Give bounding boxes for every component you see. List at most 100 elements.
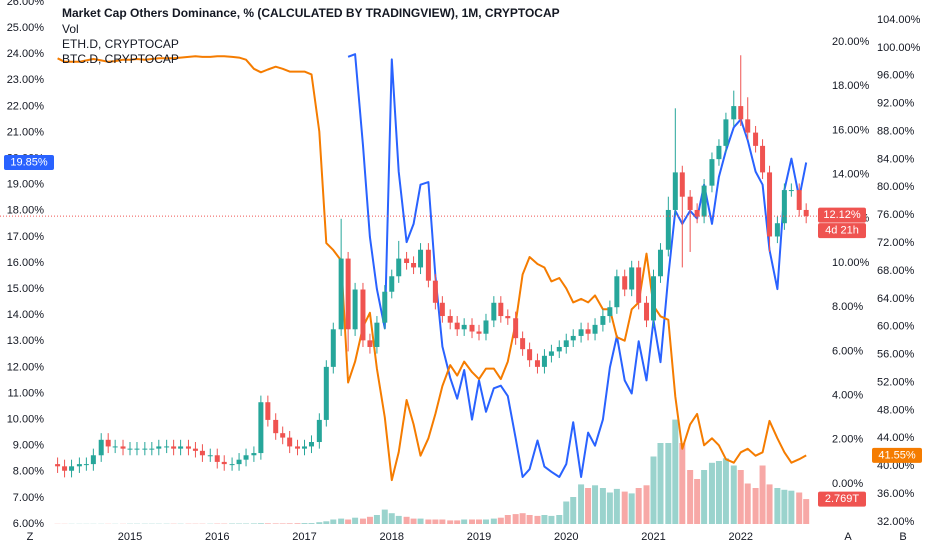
volume-bar xyxy=(395,515,402,524)
volume-bar xyxy=(381,509,388,524)
x-tick-label: 2015 xyxy=(118,531,142,543)
candle-body xyxy=(243,455,249,460)
footer-button[interactable]: A xyxy=(844,531,852,543)
line-layer xyxy=(57,53,808,482)
candle-body xyxy=(273,419,279,434)
y3-tick-label: 40.00% xyxy=(877,460,915,472)
y3-tick-label: 36.00% xyxy=(877,488,915,500)
candle-body xyxy=(701,185,707,217)
candle-body xyxy=(672,172,678,210)
line-series xyxy=(57,55,807,482)
y2-tick-label: 0.00% xyxy=(832,478,863,490)
candle-body xyxy=(687,196,693,210)
y2-tick-label: 10.00% xyxy=(832,257,870,269)
volume-bar xyxy=(482,519,489,524)
candle-body xyxy=(622,276,628,290)
y2-tick-label: 6.00% xyxy=(832,345,863,357)
volume-bar xyxy=(316,522,323,524)
x-tick-label: 2020 xyxy=(554,531,578,543)
y3-tick-label: 88.00% xyxy=(877,125,915,137)
candle-body xyxy=(614,276,620,308)
candle-body xyxy=(323,366,329,420)
volume-bar xyxy=(665,443,672,524)
candle-body xyxy=(679,172,685,197)
candle-body xyxy=(90,455,96,465)
candle-body xyxy=(469,324,475,332)
y-tick-label: 22.00% xyxy=(7,100,45,112)
candle-body xyxy=(382,291,388,323)
legend-entry: Vol xyxy=(62,22,79,36)
volume-bar xyxy=(694,479,701,524)
volume-bar xyxy=(534,515,541,524)
candle-body xyxy=(425,249,431,281)
volume-bar xyxy=(497,517,504,524)
y-tick-label: 12.00% xyxy=(7,361,45,373)
candle-body xyxy=(83,464,89,466)
line-series xyxy=(347,53,808,478)
candle-body xyxy=(374,322,380,347)
candle-body xyxy=(694,209,700,217)
candle-body xyxy=(164,446,170,448)
footer-button[interactable]: Z xyxy=(27,531,34,543)
footer-button[interactable]: B xyxy=(899,531,906,543)
volume-bar xyxy=(621,491,628,524)
candle-body xyxy=(98,439,104,456)
y3-tick-label: 96.00% xyxy=(877,70,915,82)
candle-body xyxy=(745,119,751,133)
volume-last-label: 2.769T xyxy=(825,493,860,505)
volume-bar xyxy=(279,523,286,524)
candle-body xyxy=(447,316,453,323)
candle-body xyxy=(781,190,787,224)
candle-body xyxy=(352,289,358,330)
volume-bar xyxy=(635,488,642,524)
legend-entry: BTC.D, CRYPTOCAP xyxy=(62,52,179,66)
volume-bar xyxy=(563,501,570,524)
y-tick-label: 18.00% xyxy=(7,205,45,217)
candle-body xyxy=(156,446,162,449)
volume-bar xyxy=(504,515,511,524)
volume-bar xyxy=(650,456,657,524)
volume-bar xyxy=(803,499,810,524)
volume-bar xyxy=(774,488,781,524)
y-tick-label: 25.00% xyxy=(7,22,45,34)
candle-body xyxy=(753,132,759,146)
candle-body xyxy=(229,464,235,466)
volume-bar xyxy=(264,523,271,524)
candle-body xyxy=(585,329,591,334)
candle-body xyxy=(389,276,395,292)
y2-tick-label: 14.00% xyxy=(832,169,870,181)
y2-tick-label: 4.00% xyxy=(832,390,863,402)
y3-tick-label: 68.00% xyxy=(877,265,915,277)
y-tick-label: 8.00% xyxy=(13,466,44,478)
y-tick-label: 19.00% xyxy=(7,179,45,191)
candle-body xyxy=(760,145,766,173)
volume-bar xyxy=(715,461,722,524)
volume-bar xyxy=(788,490,795,524)
candle-body xyxy=(731,106,737,120)
candle-body xyxy=(134,448,140,450)
volume-bar xyxy=(722,458,729,524)
volume-bar xyxy=(432,519,439,524)
candle-body xyxy=(411,263,417,268)
y3-tick-label: 80.00% xyxy=(877,181,915,193)
volume-bar xyxy=(556,515,563,524)
candle-body xyxy=(665,209,671,250)
candle-body xyxy=(570,335,576,341)
volume-bar xyxy=(373,515,380,524)
candle-body xyxy=(192,448,198,451)
volume-bar xyxy=(410,518,417,524)
candle-body xyxy=(527,349,533,361)
y2-tick-label: 18.00% xyxy=(832,80,870,92)
candle-body xyxy=(432,280,438,303)
y-tick-label: 15.00% xyxy=(7,283,45,295)
volume-bar xyxy=(781,489,788,524)
candle-body xyxy=(657,249,663,277)
candle-body xyxy=(105,439,111,447)
volume-bar xyxy=(330,519,337,524)
y-tick-label: 17.00% xyxy=(7,231,45,243)
y-tick-label: 7.00% xyxy=(13,492,44,504)
chart-title: Market Cap Others Dominance, % (CALCULAT… xyxy=(62,6,560,20)
y3-tick-label: 60.00% xyxy=(877,321,915,333)
